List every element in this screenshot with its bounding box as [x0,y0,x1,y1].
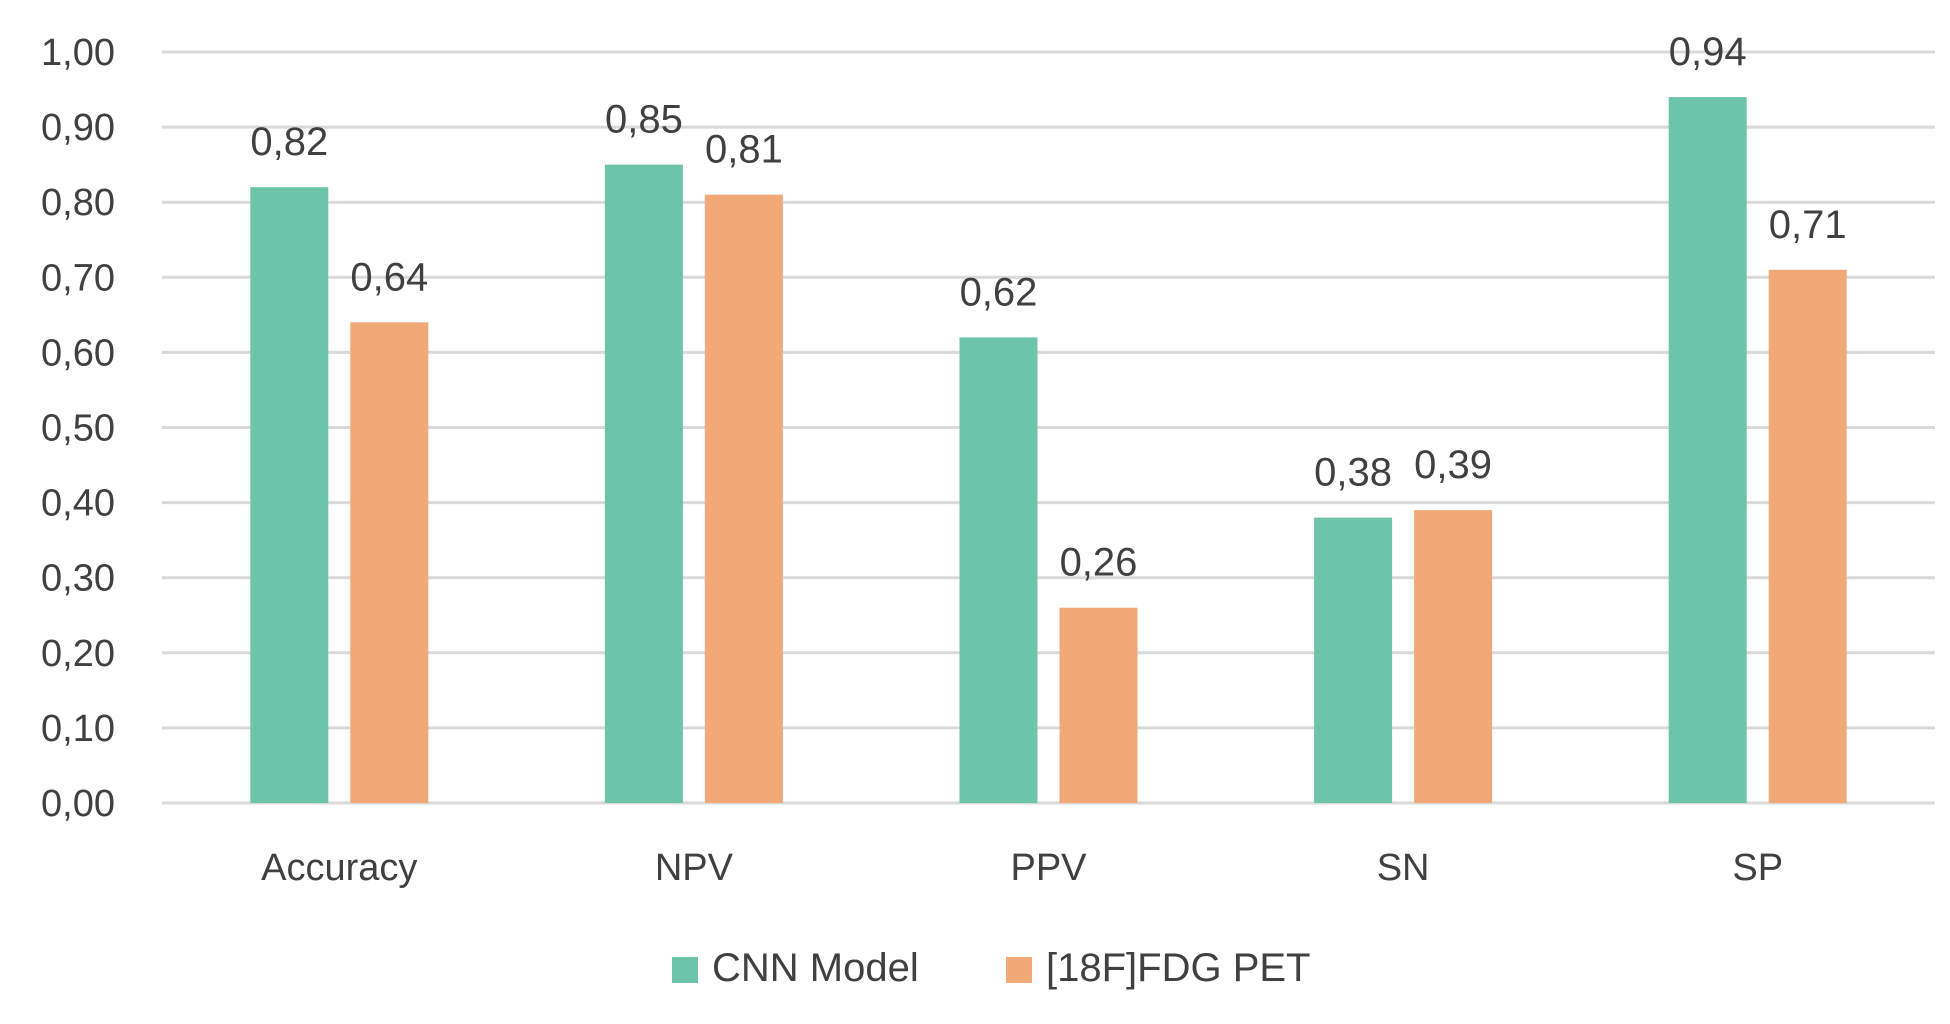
legend-swatch-cnn-model [672,957,698,983]
bar-fdg-pet-ppv [1059,607,1138,803]
bar-fdg-pet-accuracy [350,322,429,803]
data-label: 0,39 [1414,443,1492,487]
category-label-accuracy: Accuracy [261,847,417,889]
y-tick-label: 0,10 [41,708,115,750]
y-tick-label: 0,70 [41,257,115,299]
y-tick-label: 0,20 [41,633,115,675]
bar-fdg-pet-npv [704,194,783,803]
category-label-sp: SP [1732,847,1783,889]
data-label: 0,26 [1060,541,1138,585]
bar-cnn-model-sp [1668,97,1747,803]
y-tick-label: 0,40 [41,483,115,525]
category-label-npv: NPV [655,847,734,889]
data-label: 0,38 [1314,451,1392,495]
data-label: 0,71 [1769,203,1847,247]
data-label: 0,94 [1669,30,1747,74]
data-label: 0,81 [705,128,783,172]
data-label: 0,64 [350,255,428,299]
bars [250,97,1847,803]
y-tick-label: 0,60 [41,332,115,374]
x-axis-categories: Accuracy NPV PPV SN SP [261,847,1783,889]
y-tick-label: 0,30 [41,558,115,600]
gridlines [162,50,1935,805]
bar-cnn-model-sn [1314,517,1393,803]
legend-label-cnn-model: CNN Model [712,946,919,990]
y-tick-label: 0,90 [41,107,115,149]
data-labels: 0,82 0,64 0,85 0,81 0,62 0,26 0,38 0,39 0,94 0,71 [250,30,1846,585]
bar-cnn-model-accuracy [250,187,329,803]
bar-cnn-model-npv [604,164,683,803]
legend: CNN Model [18F]FDG PET [672,946,1311,990]
bar-fdg-pet-sn [1414,510,1493,803]
y-tick-label: 0,80 [41,182,115,224]
bar-fdg-pet-sp [1768,269,1847,803]
category-label-ppv: PPV [1010,847,1087,889]
y-axis-ticks: 0,00 0,10 0,20 0,30 0,40 0,50 0,60 0,70 0,80 0,90… [41,32,115,825]
category-label-sn: SN [1377,847,1430,889]
y-tick-label: 1,00 [41,32,115,74]
y-tick-label: 0,00 [41,783,115,825]
legend-swatch-fdg-pet [1006,957,1032,983]
data-label: 0,82 [250,120,328,164]
bar-cnn-model-ppv [959,337,1038,803]
legend-label-fdg-pet: [18F]FDG PET [1046,946,1311,990]
data-label: 0,85 [605,98,683,142]
y-tick-label: 0,50 [41,408,115,450]
data-label: 0,62 [960,270,1038,314]
